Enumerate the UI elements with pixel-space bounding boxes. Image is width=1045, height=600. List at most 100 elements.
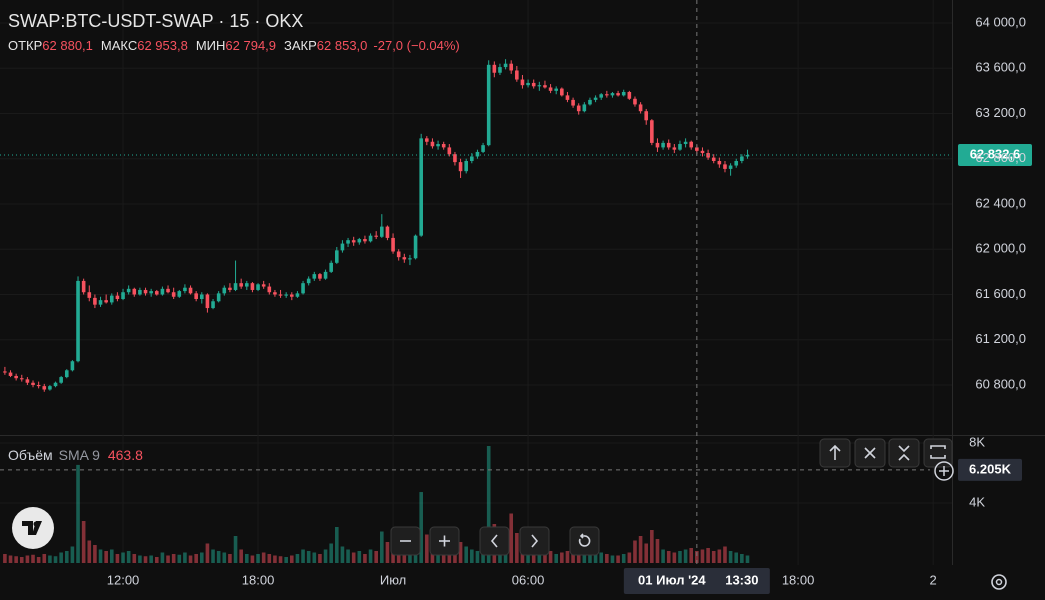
candle-body [486,64,491,146]
candle-body [306,278,311,284]
candle-body [126,288,131,293]
y-tick-label: 62 400,0 [975,195,1026,210]
volume-bar [723,546,727,563]
volume-bar [36,556,41,563]
zoom-out-button[interactable] [390,526,421,556]
close-pane-button[interactable] [854,438,886,468]
candle-body [380,226,384,237]
candle-body [430,141,435,147]
candle-body [8,372,13,376]
candle-body [436,144,440,147]
candle-body [711,157,716,161]
candle-body [453,154,457,163]
candle-body [666,142,671,148]
reset-button[interactable] [569,526,600,556]
volume-bar [740,553,744,563]
add-button[interactable] [934,461,954,481]
volume-bar [425,534,429,563]
candle-body [132,288,137,295]
candle-body [588,99,592,105]
volume-bar [228,553,232,563]
maximize-button[interactable] [923,438,953,468]
candle-body [199,294,204,300]
candle-body [638,104,643,112]
move-up-button[interactable] [819,438,851,468]
x-tick-label: 18:00 [242,572,275,587]
volume-bar [244,553,249,563]
candle-body [138,289,142,295]
volume-bar [621,553,626,563]
volume-bar [284,556,288,563]
volume-bar [149,555,153,563]
volume-bar [351,552,356,563]
volume-tick-label: 8K [969,434,985,449]
volume-bar [53,556,58,563]
candle-body [194,293,198,300]
volume-bar [199,552,204,563]
candle-body [25,379,30,383]
volume-bar [368,549,373,563]
volume-bar [171,553,176,563]
settings-button[interactable] [991,574,1007,590]
tv-logo[interactable] [12,507,54,549]
collapse-button[interactable] [888,438,920,468]
candle-body [745,155,750,157]
candle-body [458,162,463,172]
chart-title: SWAP:BTC-USDT-SWAP · 15 · OKX [8,11,303,31]
candle-body [329,262,333,272]
candle-body [408,258,412,260]
candle-body [610,93,615,96]
volume-bar [211,549,215,563]
candle-body [728,165,733,169]
candle-body [93,297,97,305]
volume-tick-label: 4K [969,494,985,509]
candle-body [396,251,401,258]
candle-body [244,283,249,287]
volume-bar [188,555,193,563]
candle-body [503,63,508,68]
candle-body [188,287,193,294]
y-tick-label: 60 800,0 [975,376,1026,391]
volume-bar [154,556,159,563]
candle-body [543,85,547,88]
candle-body [391,237,395,252]
candle-body [695,147,699,151]
x-tick-label: Июл [380,572,406,587]
candle-body [723,164,727,169]
last-price-label: 62 832,6 [970,146,1021,161]
scroll-left-button[interactable] [479,526,510,556]
candle-body [87,292,92,298]
candle-body [115,295,120,300]
volume-bar [644,543,649,563]
volume-bar [706,547,710,563]
candle-body [177,291,182,297]
volume-bar [239,549,243,563]
candle-body [346,240,350,244]
volume-bar [531,549,536,563]
volume-bar [408,552,412,563]
candle-body [81,280,86,293]
volume-bar [565,550,570,563]
candle-body [228,287,232,290]
candle-body [374,235,378,237]
volume-bar [734,552,739,563]
volume-bar [717,549,722,563]
scroll-right-button[interactable] [519,526,550,556]
volume-bar [290,555,294,563]
candle-body [284,294,288,296]
zoom-in-button[interactable] [429,526,460,556]
candle-body [700,150,705,154]
ohlc-value: 62 953,8 [137,38,188,53]
candle-body [554,88,559,91]
ohlc-label: МИН [196,38,226,53]
candle-body [171,292,176,297]
y-tick-label: 63 600,0 [975,60,1026,75]
candle-body [515,70,519,80]
candle-body [312,274,317,279]
volume-bar [267,553,272,563]
candle-body [14,375,18,379]
last-price-box [958,144,1032,167]
volume-bar [194,553,198,563]
volume-bar [42,553,47,563]
candle-body [290,294,294,297]
